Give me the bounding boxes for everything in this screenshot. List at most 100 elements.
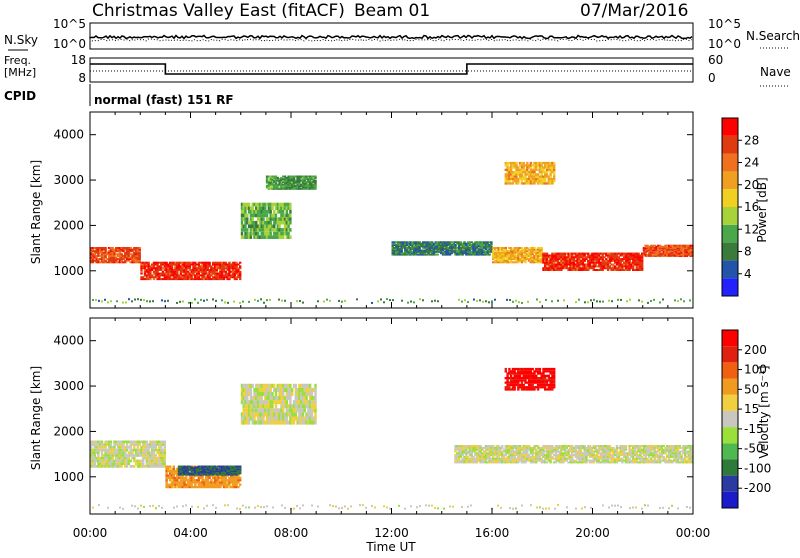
power-cell bbox=[273, 210, 275, 214]
velocity-cell bbox=[237, 481, 239, 483]
power-ytick-label: 1000 bbox=[53, 264, 84, 278]
power-cell bbox=[566, 265, 568, 267]
power-colorbar-cell bbox=[722, 171, 738, 189]
power-cell bbox=[621, 260, 623, 262]
velocity-cell bbox=[460, 456, 462, 458]
velocity-cell bbox=[246, 396, 248, 400]
power-ground-scatter-cell bbox=[296, 300, 298, 302]
power-cell bbox=[286, 210, 288, 214]
power-cell bbox=[178, 264, 180, 266]
power-cell bbox=[541, 164, 543, 166]
power-cell bbox=[156, 271, 158, 273]
power-cell bbox=[524, 176, 526, 178]
power-colorbar-cell bbox=[722, 136, 738, 154]
power-ground-scatter-cell bbox=[92, 299, 94, 301]
power-ground-scatter-cell bbox=[494, 299, 496, 301]
velocity-cell bbox=[155, 446, 157, 449]
power-ground-scatter-cell bbox=[653, 299, 655, 301]
power-cell bbox=[521, 173, 523, 175]
power-cell bbox=[289, 206, 291, 210]
velocity-cell bbox=[191, 484, 193, 486]
power-cell bbox=[158, 276, 160, 278]
power-cell bbox=[544, 265, 546, 267]
power-ground-scatter-cell bbox=[239, 302, 241, 304]
power-ground-scatter-cell bbox=[338, 300, 340, 302]
power-ground-scatter-cell bbox=[299, 300, 301, 302]
power-cell bbox=[523, 162, 525, 164]
power-colorbar-tick-label: 8 bbox=[744, 245, 752, 259]
nsky-label: N.Sky bbox=[4, 33, 38, 47]
freq-trace bbox=[90, 64, 693, 74]
power-cell bbox=[512, 182, 514, 184]
power-cell bbox=[641, 260, 643, 262]
power-ground-scatter-cell bbox=[482, 301, 484, 303]
power-cell bbox=[602, 258, 604, 260]
power-ground-scatter-cell bbox=[422, 299, 424, 301]
power-ground-scatter-cell bbox=[413, 301, 415, 303]
velocity-cell bbox=[131, 451, 133, 454]
power-ground-scatter-cell bbox=[383, 301, 385, 303]
power-cell bbox=[149, 273, 151, 275]
power-cell bbox=[147, 264, 149, 266]
power-cell bbox=[246, 228, 248, 232]
velocity-cell bbox=[146, 441, 148, 444]
velocity-cell bbox=[503, 456, 505, 458]
power-ground-scatter-cell bbox=[512, 301, 514, 303]
velocity-cell bbox=[164, 441, 166, 444]
power-cell bbox=[239, 274, 241, 276]
velocity-cell bbox=[169, 466, 171, 468]
velocity-cell bbox=[479, 451, 481, 453]
power-cell bbox=[189, 267, 191, 269]
power-ground-scatter-cell bbox=[641, 301, 643, 303]
power-cell bbox=[553, 178, 555, 180]
power-cell bbox=[612, 264, 614, 266]
power-ground-scatter-cell bbox=[506, 299, 508, 301]
power-ground-scatter-cell bbox=[122, 302, 124, 304]
nsearch-tick-high: 10^5 bbox=[708, 17, 741, 31]
power-cell bbox=[589, 264, 591, 266]
power-cell bbox=[239, 278, 241, 280]
power-ground-scatter-cell bbox=[638, 299, 640, 301]
nsearch-tick-low: 10^0 bbox=[708, 37, 741, 51]
power-cell bbox=[609, 265, 611, 267]
freq-tick-high: 18 bbox=[71, 53, 86, 67]
velocity-cell bbox=[505, 454, 507, 456]
power-ground-scatter-cell bbox=[419, 298, 421, 300]
power-cell bbox=[208, 262, 210, 264]
velocity-cell bbox=[291, 392, 293, 396]
velocity-cell bbox=[165, 472, 167, 474]
power-ground-scatter-cell bbox=[341, 301, 343, 303]
power-cell bbox=[104, 247, 106, 249]
power-ground-scatter-cell bbox=[197, 302, 199, 304]
velocity-cell bbox=[311, 412, 313, 416]
velocity-cell bbox=[250, 388, 252, 392]
velocity-cell bbox=[250, 392, 252, 396]
power-colorbar-label: Power [dB] bbox=[755, 177, 769, 242]
power-ground-scatter-cell bbox=[473, 299, 475, 301]
nave-tick-high: 60 bbox=[708, 53, 723, 67]
power-cell bbox=[237, 269, 239, 271]
power-cell bbox=[160, 269, 162, 271]
power-cell bbox=[436, 254, 438, 256]
power-cell bbox=[594, 264, 596, 266]
power-cell bbox=[584, 260, 586, 262]
velocity-cell bbox=[314, 384, 316, 388]
power-cell bbox=[207, 267, 209, 269]
velocity-cell bbox=[121, 465, 123, 468]
power-cell bbox=[618, 256, 620, 258]
power-cell bbox=[533, 171, 535, 173]
velocity-cell bbox=[467, 456, 469, 458]
power-ground-scatter-cell bbox=[188, 302, 190, 304]
cpid-mode-text: normal (fast) 151 RF bbox=[94, 93, 234, 107]
velocity-cell bbox=[465, 449, 467, 451]
power-cell bbox=[544, 178, 546, 180]
velocity-cell bbox=[139, 443, 141, 446]
velocity-cell bbox=[517, 461, 519, 463]
power-ground-scatter-cell bbox=[515, 300, 517, 302]
velocity-cell bbox=[126, 443, 128, 446]
velocity-cell bbox=[295, 412, 297, 416]
power-cell bbox=[250, 235, 252, 239]
power-cell bbox=[553, 162, 555, 164]
power-ground-scatter-cell bbox=[539, 301, 541, 303]
velocity-cell bbox=[130, 446, 132, 449]
